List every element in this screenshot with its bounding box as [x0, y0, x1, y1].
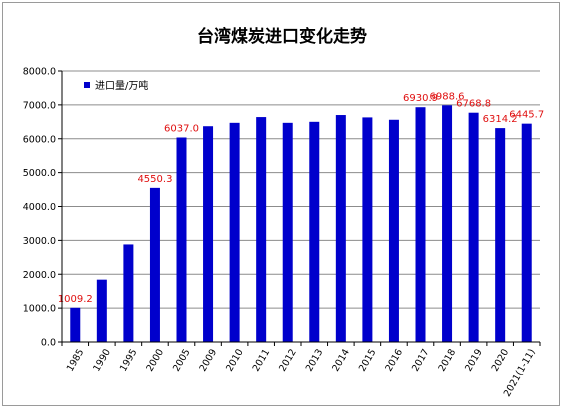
- y-tick-label: 0.0: [41, 338, 56, 349]
- x-tick-label: 2011: [251, 347, 273, 373]
- bar: [468, 112, 479, 342]
- bar: [415, 107, 426, 342]
- data-label: 6037.0: [164, 123, 199, 134]
- y-tick-label: 6000.0: [23, 134, 56, 145]
- data-label: 6930.9: [403, 93, 438, 104]
- x-tick-label: 2005: [171, 347, 193, 373]
- bar: [229, 122, 240, 342]
- x-tick-label: 1990: [91, 347, 113, 373]
- x-tick-label: 1985: [65, 347, 87, 373]
- x-tick-label: 2000: [144, 347, 166, 373]
- bar: [521, 123, 532, 342]
- bar: [256, 117, 267, 342]
- grid-lines: [62, 70, 540, 343]
- x-tick-label: 2009: [198, 347, 220, 373]
- data-label: 6988.6: [430, 91, 465, 102]
- legend: 进口量/万吨: [84, 79, 148, 92]
- data-label: 6445.7: [509, 110, 544, 121]
- bar: [309, 121, 320, 342]
- chart-title: 台湾煤炭进口变化走势: [197, 26, 367, 47]
- y-tick-label: 8000.0: [23, 67, 56, 78]
- legend-label: 进口量/万吨: [95, 79, 148, 92]
- data-label: 6768.8: [456, 99, 491, 110]
- bar: [282, 122, 293, 342]
- bar: [96, 279, 107, 342]
- legend-swatch: [84, 82, 90, 88]
- bar: [442, 105, 453, 343]
- y-tick-label: 1000.0: [23, 304, 56, 315]
- y-tick-label: 7000.0: [23, 100, 56, 111]
- y-axis-ticks: 0.0 1000.0 2000.0 3000.0 4000.0 5000.0 6000.0 7…: [23, 67, 62, 349]
- data-label: 6314.2: [483, 114, 518, 125]
- y-tick-label: 5000.0: [23, 168, 56, 179]
- y-tick-label: 2000.0: [23, 270, 56, 281]
- chart-frame: [2, 2, 560, 406]
- data-label: 4550.3: [137, 174, 172, 185]
- bar: [362, 117, 373, 342]
- bar: [388, 119, 399, 342]
- x-tick-label: 2017: [410, 347, 432, 373]
- bar: [70, 307, 81, 342]
- x-tick-label: 2020: [490, 347, 512, 373]
- x-tick-label: 2012: [277, 347, 299, 373]
- x-tick-label: 2010: [224, 347, 246, 373]
- bar: [149, 187, 160, 342]
- y-tick-label: 4000.0: [23, 202, 56, 213]
- x-tick-label: 2013: [304, 347, 326, 373]
- x-axis-ticks: 1985 1990 1995 2000 2005 2009 2010 2011 2012 2013…: [61, 342, 541, 399]
- bars: [70, 105, 532, 343]
- x-tick-label: 1995: [118, 347, 140, 373]
- data-label: 1009.2: [58, 294, 93, 305]
- x-tick-label: 2018: [437, 347, 459, 373]
- bar: [176, 137, 187, 342]
- x-tick-label: 2014: [330, 347, 352, 373]
- bar: [123, 244, 134, 342]
- x-tick-label: 2015: [357, 347, 379, 373]
- bar: [335, 115, 346, 342]
- bar: [203, 126, 214, 342]
- bar: [495, 128, 506, 342]
- x-tick-label: 2019: [463, 347, 485, 373]
- y-tick-label: 3000.0: [23, 236, 56, 247]
- x-tick-label: 2016: [383, 347, 405, 373]
